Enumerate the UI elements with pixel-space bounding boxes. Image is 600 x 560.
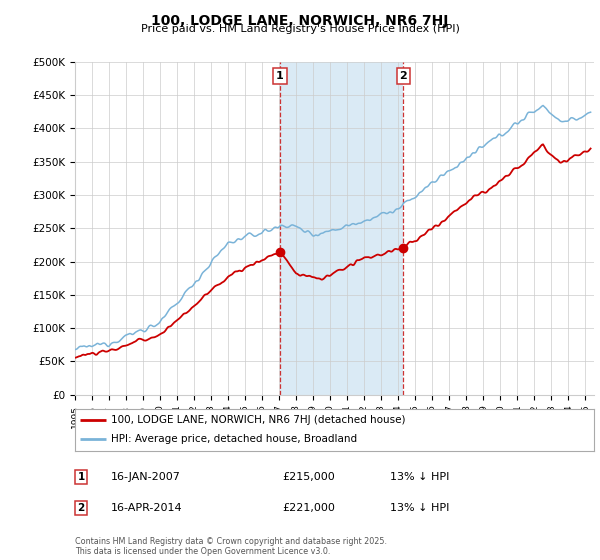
Text: 100, LODGE LANE, NORWICH, NR6 7HJ (detached house): 100, LODGE LANE, NORWICH, NR6 7HJ (detac… [112,415,406,425]
Text: 13% ↓ HPI: 13% ↓ HPI [390,472,449,482]
Text: Price paid vs. HM Land Registry's House Price Index (HPI): Price paid vs. HM Land Registry's House … [140,24,460,34]
Text: 100, LODGE LANE, NORWICH, NR6 7HJ: 100, LODGE LANE, NORWICH, NR6 7HJ [151,14,449,28]
Text: 2: 2 [400,71,407,81]
Text: £215,000: £215,000 [282,472,335,482]
Text: Contains HM Land Registry data © Crown copyright and database right 2025.
This d: Contains HM Land Registry data © Crown c… [75,536,387,556]
Text: 1: 1 [77,472,85,482]
Text: 16-APR-2014: 16-APR-2014 [111,503,182,513]
Text: HPI: Average price, detached house, Broadland: HPI: Average price, detached house, Broa… [112,435,358,445]
Text: 1: 1 [276,71,284,81]
Text: 13% ↓ HPI: 13% ↓ HPI [390,503,449,513]
Text: £221,000: £221,000 [282,503,335,513]
Text: 2: 2 [77,503,85,513]
Bar [280,62,403,395]
Text: 16-JAN-2007: 16-JAN-2007 [111,472,181,482]
